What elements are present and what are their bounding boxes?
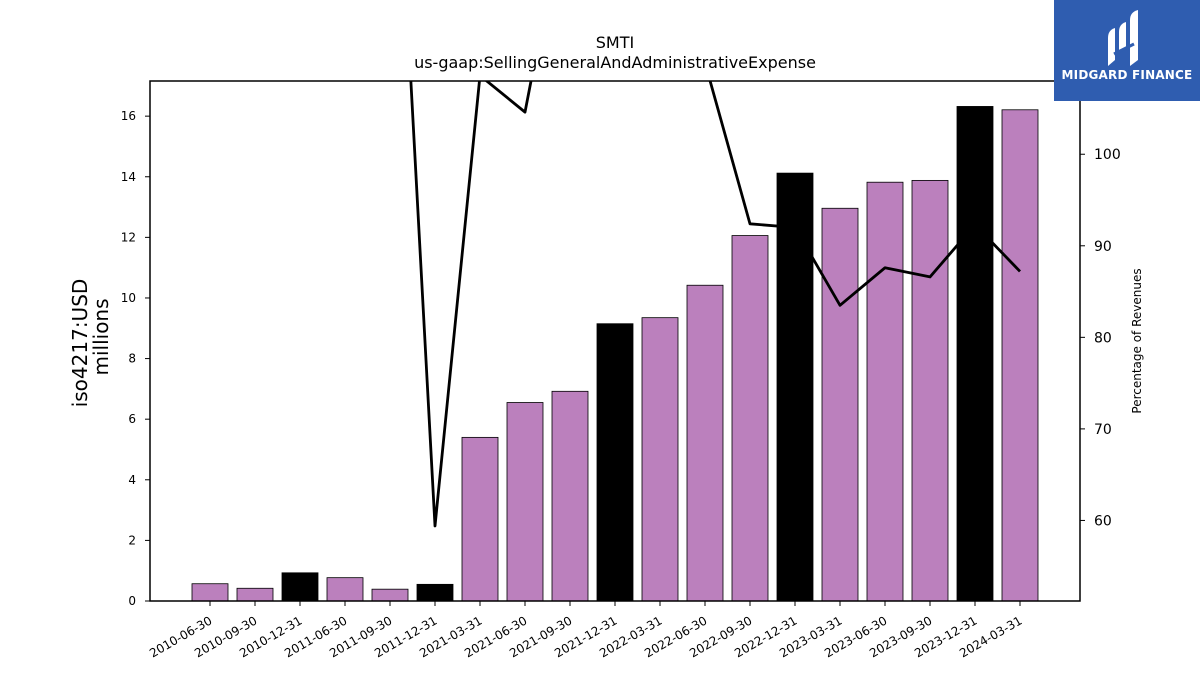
midgard-finance-logo: MIDGARD FINANCE [1054, 0, 1200, 101]
bar-2024-03-31 [1001, 109, 1039, 602]
right-tick-label: 90 [1094, 239, 1112, 255]
logo-text: MIDGARD FINANCE [1061, 68, 1193, 82]
right-axis-label: Percentage of Revenues [1130, 268, 1144, 413]
right-axis: 60 70 80 90 100 [1080, 147, 1121, 529]
percentage-line [409, 81, 1022, 528]
bar-2021-12-31 [596, 323, 634, 602]
left-axis: 0 2 4 6 8 10 12 14 16 [121, 109, 150, 608]
bar-2021-03-31 [461, 436, 499, 602]
bar-2010-12-31 [281, 572, 319, 602]
x-axis: 2010-06-302010-09-302010-12-312011-06-30… [147, 601, 1025, 660]
bars-layer [191, 106, 1039, 602]
left-tick-label: 10 [121, 291, 136, 305]
bar-2023-12-31 [956, 106, 994, 602]
bar-2021-06-30 [506, 402, 544, 602]
left-tick-label: 12 [121, 230, 136, 244]
right-tick-label: 60 [1094, 513, 1112, 529]
line-layer [409, 81, 1022, 528]
chart-subtitle: us-gaap:SellingGeneralAndAdministrativeE… [414, 53, 816, 72]
bar-2023-09-30 [911, 179, 949, 602]
bar-2022-03-31 [641, 317, 679, 602]
midgard-logo-mark-icon [1108, 10, 1138, 66]
left-axis-label-line1: iso4217:USD [68, 279, 92, 408]
left-tick-label: 16 [121, 109, 136, 123]
chart-title: SMTI [596, 33, 634, 52]
left-tick-label: 14 [121, 170, 136, 184]
bar-2010-06-30 [191, 583, 229, 602]
left-axis-label-line2: millions [89, 298, 113, 375]
bar-2023-03-31 [821, 207, 859, 602]
bar-2021-09-30 [551, 390, 589, 602]
right-tick-label: 80 [1094, 330, 1112, 346]
bar-2011-12-31 [416, 583, 454, 602]
bar-2011-09-30 [371, 588, 409, 602]
left-tick-label: 2 [128, 533, 136, 547]
left-tick-label: 0 [128, 594, 136, 608]
bar-2022-09-30 [731, 235, 769, 602]
bar-2010-09-30 [236, 587, 274, 602]
bar-2022-12-31 [776, 172, 814, 602]
left-tick-label: 6 [128, 412, 136, 426]
bar-2022-06-30 [686, 284, 724, 602]
right-tick-label: 70 [1094, 422, 1112, 438]
bar-2011-06-30 [326, 577, 364, 602]
left-tick-label: 8 [128, 352, 136, 366]
right-tick-label: 100 [1094, 147, 1121, 163]
left-tick-label: 4 [128, 473, 136, 487]
bar-2023-06-30 [866, 181, 904, 602]
